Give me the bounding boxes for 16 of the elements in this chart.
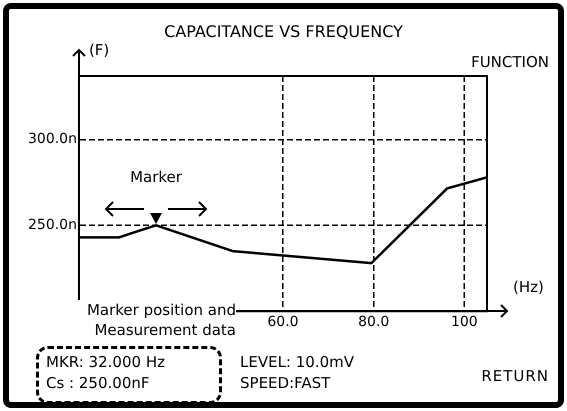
text: FUNCTION — [471, 52, 549, 72]
text: MKR: 32.000 Hz — [46, 352, 165, 372]
annotation: Marker — [129, 167, 183, 188]
x-tick-label: 80.0 — [358, 314, 390, 330]
x-tick-label: 100 — [450, 314, 478, 330]
y-tick-label: 300.0n — [28, 131, 77, 148]
text: SPEED:FAST — [240, 373, 330, 393]
y-axis-title: (F) — [88, 40, 110, 60]
x-axis-title: (Hz) — [513, 277, 544, 298]
text: LEVEL: 10.0mV — [240, 352, 354, 372]
x-tick-label: 60.0 — [267, 314, 299, 330]
text: RETURN — [481, 366, 549, 386]
y-tick-label: 250.0n — [28, 217, 77, 233]
annotation: Marker position and Measurement data — [56, 300, 236, 340]
text: Cs : 250.00nF — [46, 373, 150, 393]
chart-title: CAPACITANCE VS FREQUENCY — [163, 22, 404, 42]
